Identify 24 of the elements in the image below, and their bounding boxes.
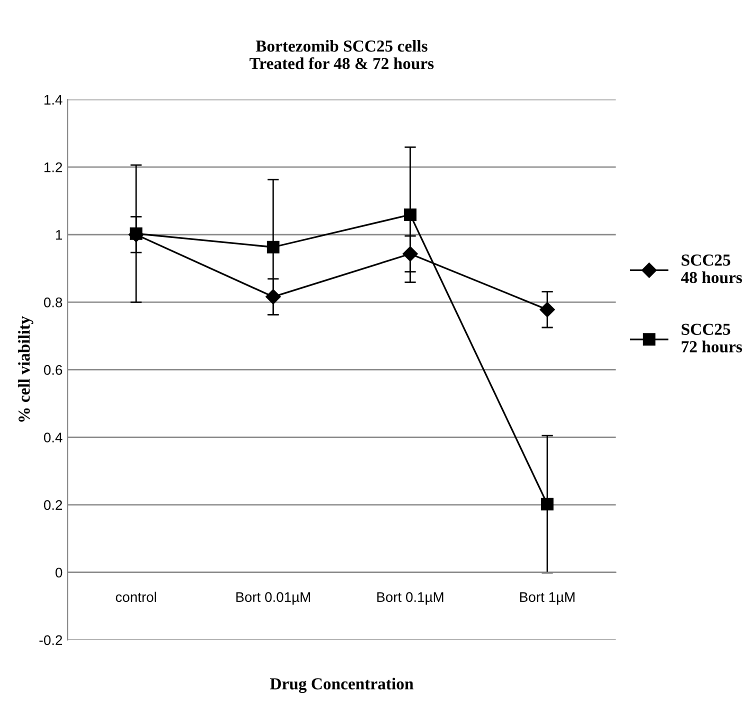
x-tick-label: Bort 0.01µM [236,592,310,605]
y-tick-label: 0.4 [44,432,62,442]
legend-label: SCC25 48 hours [681,254,742,284]
point [404,208,416,221]
point [266,240,280,254]
legend-label: SCC25 72 hours [682,324,742,352]
point [541,498,554,510]
chart-title: Bortezomib SCC25 cells Treated for 48 & 72 hours [250,40,434,70]
y-tick-label: 0 [56,568,62,578]
x-axis-title: Drug Concentration [270,678,414,693]
x-tick-label: Bort 0.1µM [377,592,444,605]
y-tick-label: -0.2 [39,635,62,646]
x-tick-label: Bort 1µM [520,592,574,605]
point [266,289,281,304]
y-axis-title: % cell viability [18,316,34,422]
y-tick-label: 0.8 [44,298,62,308]
y-tick-label: 1.4 [44,95,62,105]
y-tick-label: 1.2 [44,162,62,172]
y-tick-label: 1 [56,230,62,240]
x-tick-label: control [116,592,156,602]
y-tick-label: 0.6 [44,365,62,375]
y-tick-label: 0.2 [44,500,62,510]
point [540,302,555,318]
point [402,246,418,262]
